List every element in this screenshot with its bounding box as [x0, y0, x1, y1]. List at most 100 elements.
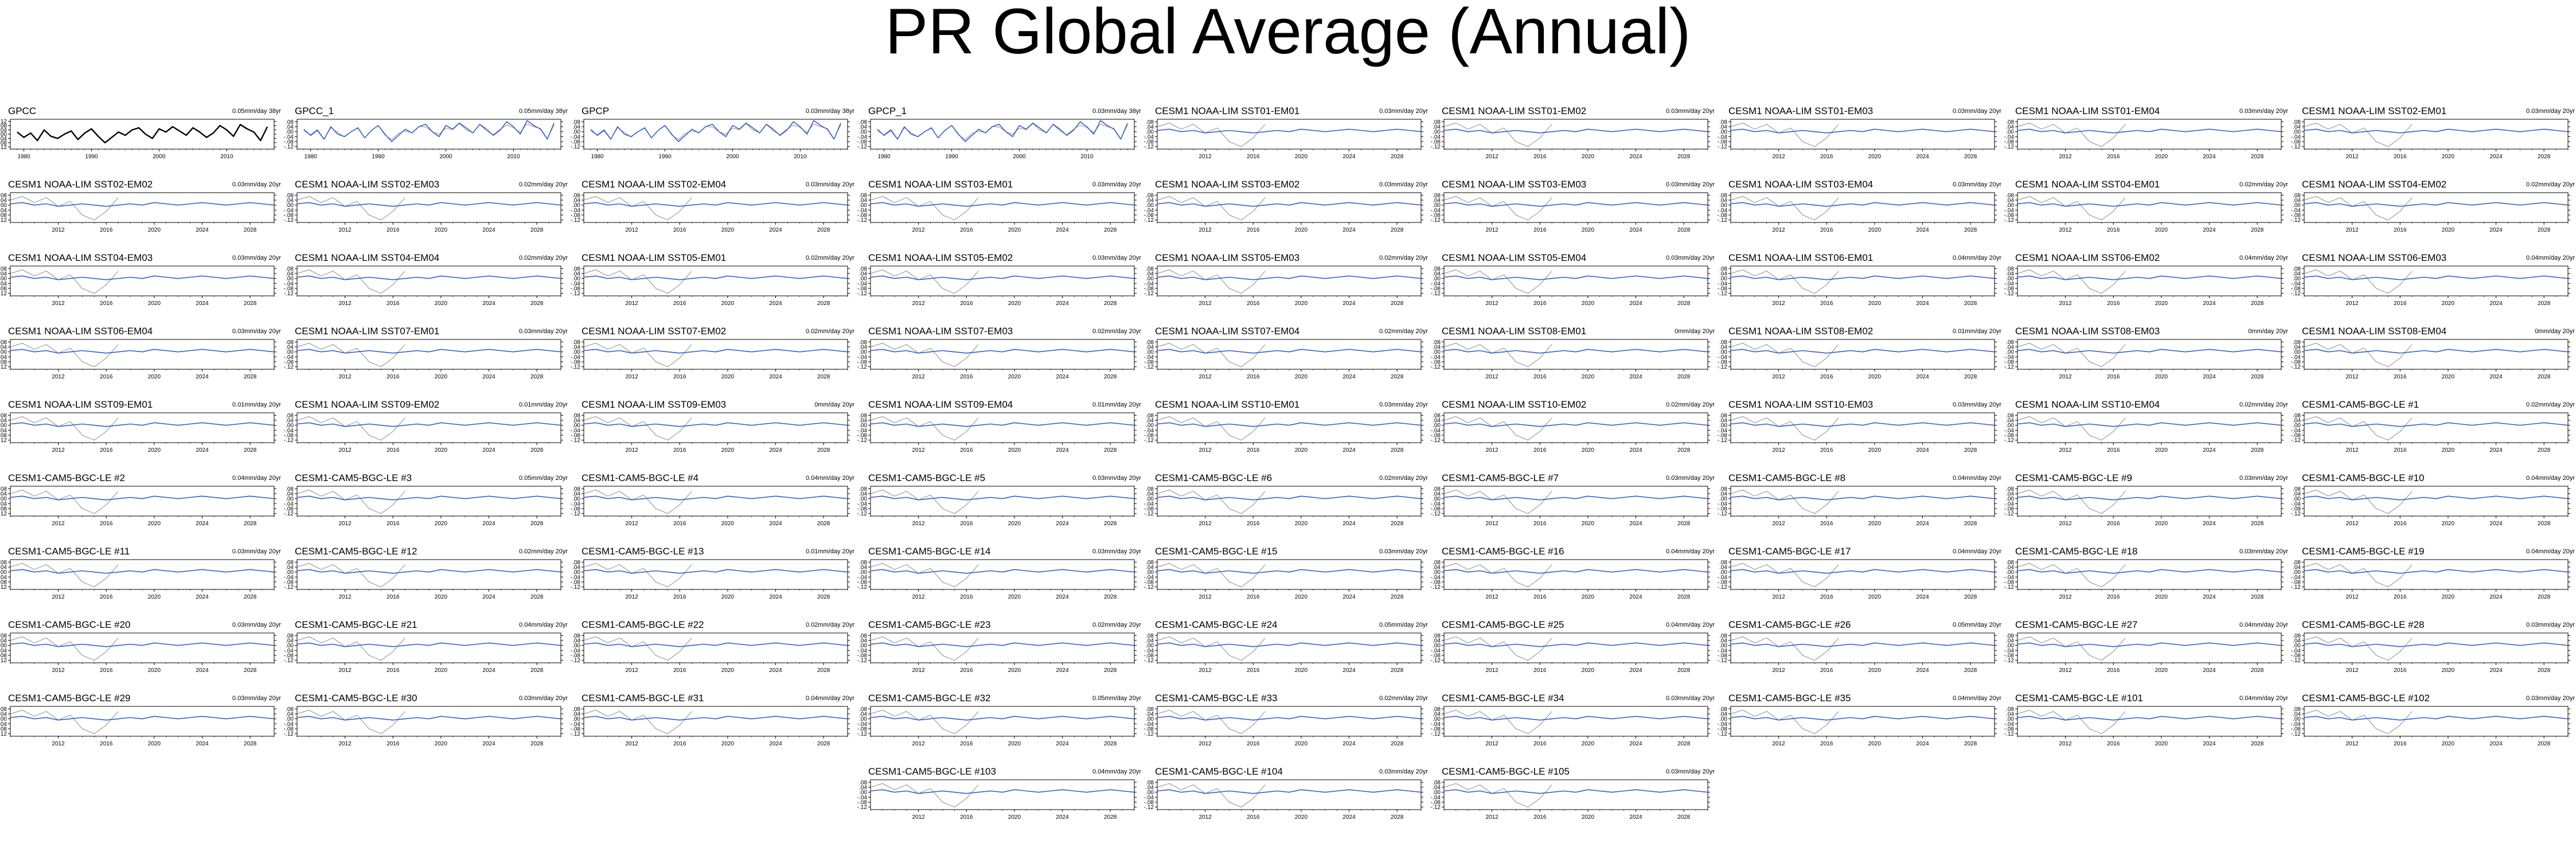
chart-panel: CESM1-CAM5-BGC-LE #22 0.02mm/day 20yr .08.… — [571, 619, 854, 688]
y-tick-label: .04 — [859, 712, 867, 718]
plot-frame — [870, 412, 1135, 443]
x-tick-label: 2012 — [912, 447, 926, 454]
grey-series-line — [296, 269, 405, 294]
y-tick-label: -.08 — [1144, 580, 1154, 586]
x-tick-label: 2024 — [1342, 374, 1356, 380]
y-tick-label: .00 — [0, 349, 7, 355]
y-tick-label: -.12 — [1431, 437, 1441, 444]
grey-series-line — [10, 710, 119, 734]
y-tick-label: -.04 — [857, 795, 868, 801]
model-series-line — [2304, 569, 2569, 574]
x-tick-label: 2012 — [1199, 227, 1212, 233]
panel-plot: .08.04.00-.04-.08-.122012201620202024202… — [0, 486, 276, 527]
x-tick-label: 2012 — [2059, 667, 2072, 674]
panel-trend-label: 0.03mm/day 20yr — [232, 328, 281, 335]
grey-series-line — [1730, 490, 1839, 514]
panel-title: CESM1 NOAA-LIM SST05-EM01 — [581, 252, 727, 263]
plot-frame — [583, 339, 848, 370]
x-tick-label: 2020 — [2442, 300, 2455, 307]
grey-series-line — [2017, 123, 2126, 147]
x-tick-label: 2016 — [1533, 594, 1547, 600]
plot-frame — [296, 265, 561, 296]
y-tick-label: -.08 — [284, 506, 294, 513]
x-tick-label: 2000 — [1013, 154, 1026, 160]
y-tick-label: -.12 — [857, 217, 868, 224]
plot-frame — [10, 559, 275, 590]
x-tick-label: 2012 — [52, 594, 65, 600]
panel-trend-label: 0.01mm/day 20yr — [1092, 401, 1141, 408]
model-series-line — [296, 422, 561, 427]
panel-trend-label: 0.03mm/day 20yr — [2239, 548, 2288, 555]
x-tick-label: 2016 — [673, 741, 686, 747]
y-tick-label: .00 — [1146, 790, 1154, 796]
panel-plot: .08.04.00-.04-.08-.122012201620202024202… — [0, 412, 276, 454]
model-series-line — [1157, 495, 1422, 501]
y-tick-label: .08 — [2006, 633, 2014, 639]
y-tick-label: -.12 — [0, 437, 7, 444]
x-tick-label: 2028 — [244, 594, 257, 600]
model-series-line — [2017, 422, 2282, 427]
y-tick-label: -.08 — [571, 286, 581, 292]
x-tick-label: 2020 — [1582, 300, 1595, 307]
grey-series-line — [2304, 343, 2413, 368]
plot-frame — [1157, 706, 1422, 737]
x-tick-label: 2020 — [148, 227, 161, 233]
y-tick-label: .00 — [0, 132, 7, 138]
x-tick-label: 2020 — [2155, 521, 2168, 527]
panel-title: CESM1 NOAA-LIM SST07-EM03 — [868, 326, 1013, 337]
panel-trend-label: 0.02mm/day 20yr — [1092, 622, 1141, 628]
chart-panel: CESM1-CAM5-BGC-LE #15 0.03mm/day 20yr .08.… — [1144, 546, 1428, 615]
x-tick-label: 2020 — [1868, 374, 1882, 380]
y-tick-label: -.04 — [0, 354, 7, 361]
y-tick-label: .00 — [1433, 716, 1441, 722]
y-tick-label: .00 — [1719, 349, 1727, 355]
x-tick-label: 2020 — [2155, 154, 2168, 160]
x-tick-label: 2012 — [626, 594, 639, 600]
x-tick-label: 2024 — [1629, 447, 1642, 454]
plot-frame — [1443, 339, 1708, 370]
model-series-line — [1443, 275, 1708, 280]
model-series-line — [870, 275, 1135, 280]
x-tick-label: 2020 — [721, 594, 735, 600]
panel-trend-label: 0.03mm/day 20yr — [1666, 475, 1715, 482]
y-tick-label: -.12 — [857, 364, 868, 370]
x-tick-label: 2020 — [2155, 741, 2168, 747]
grey-series-line — [1157, 269, 1266, 294]
y-tick-label: -.12 — [1144, 217, 1154, 224]
y-tick-label: .08 — [859, 339, 867, 346]
panel-trend-label: 0.04mm/day 20yr — [1953, 475, 2001, 482]
y-tick-label: .04 — [859, 124, 867, 131]
y-tick-label: .08 — [2293, 560, 2301, 566]
chart-panel: CESM1-CAM5-BGC-LE #4 0.04mm/day 20yr .08.0… — [571, 472, 854, 541]
y-tick-label: .00 — [1433, 496, 1441, 502]
x-tick-label: 2016 — [1247, 227, 1260, 233]
x-tick-label: 2028 — [1677, 814, 1691, 820]
y-tick-label: -.04 — [2004, 134, 2015, 140]
x-tick-label: 2024 — [2203, 227, 2216, 233]
model-series-line — [10, 349, 275, 354]
grey-series-line — [877, 123, 1128, 140]
grey-series-line — [1730, 416, 1839, 441]
panel-trend-label: 0.03mm/day 20yr — [1092, 475, 1141, 482]
x-tick-label: 2024 — [1056, 814, 1069, 820]
model-series-line — [2304, 716, 2569, 721]
chart-panel: GPCP 0.03mm/day 38yr .08.04.00 -.04 -.08 -.12… — [571, 106, 854, 174]
plot-frame — [2304, 706, 2569, 737]
y-tick-label: .04 — [286, 712, 294, 718]
model-series-line — [1443, 349, 1708, 354]
x-tick-label: 2010 — [220, 154, 233, 160]
chart-panel: CESM1 NOAA-LIM SST06-EM02 0.04mm/day 20yr… — [2004, 252, 2288, 321]
y-tick-label: -.04 — [0, 575, 7, 581]
x-tick-label: 2028 — [1104, 594, 1117, 600]
x-tick-label: 2012 — [1199, 667, 1212, 674]
grey-series-line — [10, 636, 119, 661]
y-tick-label: .08 — [1146, 633, 1154, 639]
y-tick-label: -.08 — [1144, 506, 1154, 513]
x-tick-label: 2016 — [1820, 741, 1833, 747]
